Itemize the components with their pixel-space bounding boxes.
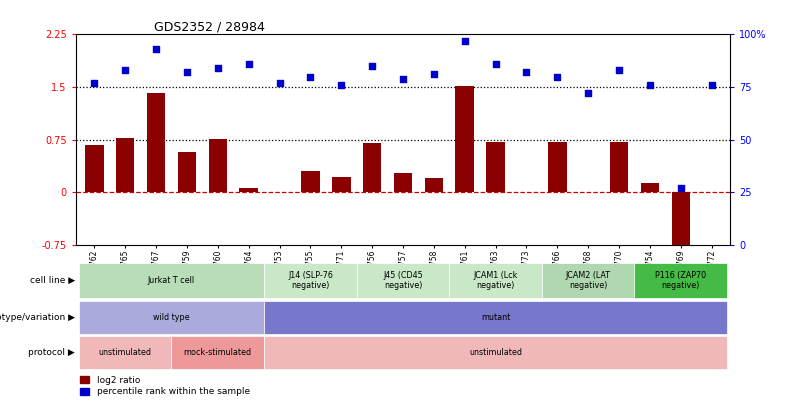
Text: mock-stimulated: mock-stimulated xyxy=(184,348,252,357)
Point xyxy=(150,46,163,52)
Point xyxy=(520,69,533,76)
Bar xyxy=(449,263,542,298)
Point xyxy=(365,63,378,69)
Text: GDS2352 / 28984: GDS2352 / 28984 xyxy=(154,20,265,33)
Point xyxy=(335,82,348,88)
Text: JCAM1 (Lck
negative): JCAM1 (Lck negative) xyxy=(473,271,518,290)
Text: J45 (CD45
negative): J45 (CD45 negative) xyxy=(383,271,423,290)
Bar xyxy=(116,138,134,192)
Text: protocol ▶: protocol ▶ xyxy=(29,348,75,357)
Bar xyxy=(172,336,264,369)
Point xyxy=(211,65,224,71)
Text: JCAM2 (LAT
negative): JCAM2 (LAT negative) xyxy=(566,271,610,290)
Point xyxy=(180,69,193,76)
Point xyxy=(551,73,563,80)
Legend: log2 ratio, percentile rank within the sample: log2 ratio, percentile rank within the s… xyxy=(81,376,250,396)
Bar xyxy=(79,263,264,298)
Point xyxy=(643,82,656,88)
Text: mutant: mutant xyxy=(481,313,510,322)
Text: Jurkat T cell: Jurkat T cell xyxy=(148,276,195,285)
Text: cell line ▶: cell line ▶ xyxy=(30,276,75,285)
Point xyxy=(582,90,595,97)
Bar xyxy=(301,171,320,192)
Point xyxy=(243,61,255,67)
Bar xyxy=(363,143,381,192)
Point xyxy=(304,73,317,80)
Bar xyxy=(79,336,172,369)
Point xyxy=(88,80,101,86)
Bar xyxy=(456,86,474,192)
Bar xyxy=(548,142,567,192)
Bar xyxy=(264,336,727,369)
Point xyxy=(273,80,286,86)
Bar xyxy=(672,192,690,257)
Text: P116 (ZAP70
negative): P116 (ZAP70 negative) xyxy=(655,271,706,290)
Bar xyxy=(208,139,227,192)
Bar xyxy=(79,301,264,334)
Text: J14 (SLP-76
negative): J14 (SLP-76 negative) xyxy=(288,271,333,290)
Point xyxy=(705,82,718,88)
Bar xyxy=(357,263,449,298)
Bar xyxy=(85,145,104,192)
Bar xyxy=(610,142,628,192)
Bar xyxy=(332,177,350,192)
Point xyxy=(674,185,687,192)
Point xyxy=(119,67,132,73)
Point xyxy=(458,38,471,44)
Text: unstimulated: unstimulated xyxy=(99,348,152,357)
Point xyxy=(397,75,409,82)
Text: unstimulated: unstimulated xyxy=(469,348,522,357)
Text: wild type: wild type xyxy=(153,313,190,322)
Text: genotype/variation ▶: genotype/variation ▶ xyxy=(0,313,75,322)
Point xyxy=(613,67,626,73)
Bar xyxy=(393,173,413,192)
Point xyxy=(489,61,502,67)
Bar xyxy=(178,151,196,192)
Bar xyxy=(641,183,659,192)
Bar xyxy=(147,93,165,192)
Bar xyxy=(425,178,443,192)
Bar xyxy=(542,263,634,298)
Bar xyxy=(239,188,258,192)
Point xyxy=(428,71,440,78)
Bar xyxy=(486,142,505,192)
Bar xyxy=(264,301,727,334)
Bar xyxy=(634,263,727,298)
Bar xyxy=(264,263,357,298)
